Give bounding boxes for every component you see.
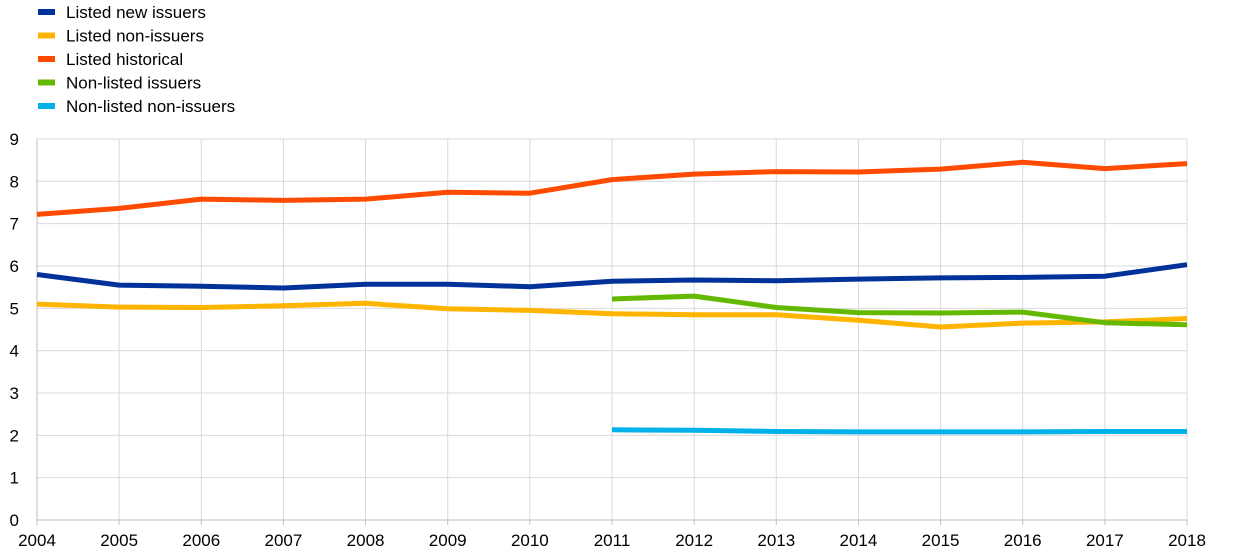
- x-tick-label: 2012: [675, 531, 713, 550]
- legend: Listed new issuers Listed non-issuers List…: [38, 3, 235, 116]
- series-line-1: [36, 300, 1188, 330]
- y-tick-label: 8: [10, 172, 19, 191]
- x-tick-label: 2008: [347, 531, 385, 550]
- y-axis: 0 1 2 3 4 5 6 7 8 9: [10, 130, 38, 530]
- x-axis: 2004 2005 2006 2007 2008 2009 2010 2011 2012 2013…: [18, 519, 1206, 550]
- legend-swatch-2: [38, 56, 55, 62]
- x-tick-label: 2006: [182, 531, 220, 550]
- x-tick-label: 2009: [429, 531, 467, 550]
- legend-label-4: Non-listed non-issuers: [66, 97, 235, 116]
- x-tick-label: 2010: [511, 531, 549, 550]
- y-tick-label: 1: [10, 469, 19, 488]
- x-tick-label: 2016: [1004, 531, 1042, 550]
- y-tick-label: 7: [10, 215, 19, 234]
- gridlines: [37, 138, 1188, 520]
- x-tick-label: 2007: [265, 531, 303, 550]
- x-tick-label: 2004: [18, 531, 56, 550]
- y-tick-label: 3: [10, 384, 19, 403]
- x-tick-label: 2015: [922, 531, 960, 550]
- series-line-3: [611, 293, 1188, 328]
- legend-swatch-4: [38, 103, 55, 109]
- y-tick-label: 2: [10, 426, 19, 445]
- legend-swatch-0: [38, 9, 55, 15]
- plot-area: [36, 159, 1188, 435]
- series-line-0: [36, 262, 1188, 291]
- legend-label-3: Non-listed issuers: [66, 74, 201, 93]
- series-line-2: [36, 159, 1188, 217]
- y-tick-label: 9: [10, 130, 19, 149]
- legend-label-0: Listed new issuers: [66, 3, 206, 22]
- y-tick-label: 5: [10, 299, 19, 318]
- x-tick-label: 2005: [100, 531, 138, 550]
- series-line-4: [611, 427, 1187, 435]
- x-tick-label: 2017: [1086, 531, 1124, 550]
- x-tick-label: 2018: [1168, 531, 1206, 550]
- y-tick-label: 6: [10, 257, 19, 276]
- x-tick-label: 2014: [840, 531, 878, 550]
- x-tick-label: 2011: [594, 531, 631, 550]
- legend-label-2: Listed historical: [66, 50, 183, 69]
- legend-label-1: Listed non-issuers: [66, 27, 204, 46]
- x-tick-label: 2013: [757, 531, 795, 550]
- legend-swatch-3: [38, 79, 55, 86]
- y-tick-label: 0: [10, 511, 19, 530]
- y-tick-label: 4: [10, 342, 19, 361]
- legend-swatch-1: [38, 32, 55, 39]
